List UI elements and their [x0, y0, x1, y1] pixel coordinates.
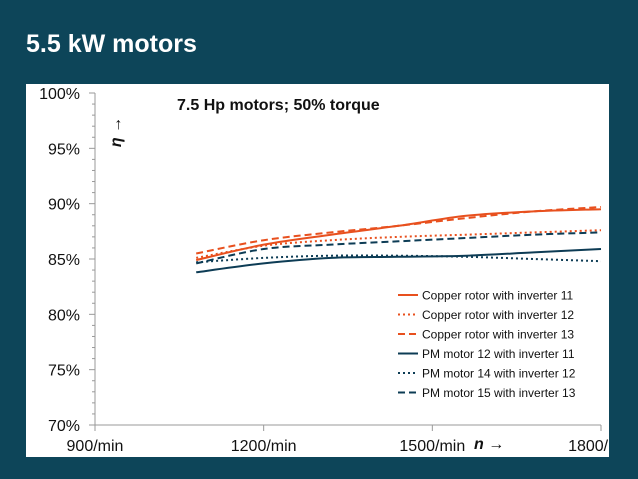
plot-lines	[195, 206, 602, 274]
y-tick-label: 100%	[39, 86, 80, 103]
legend: Copper rotor with inverter 11 Copper roto…	[398, 289, 576, 400]
chart-panel: 70% 75% 80% 85% 90% 95% 100% 900/min 1200/min 15…	[26, 84, 609, 457]
legend-label: PM motor 15 with inverter 13	[422, 386, 576, 400]
series-line-copper-rotor-with-inverter-13	[196, 206, 602, 255]
y-tick-label: 90%	[48, 197, 80, 214]
legend-label: Copper rotor with inverter 12	[422, 308, 574, 322]
legend-label: PM motor 12 with inverter 11	[422, 347, 575, 361]
slide-title: 5.5 kW motors	[26, 30, 197, 58]
y-tick-label: 75%	[48, 363, 80, 380]
series-line-pm-motor-12-with-inverter-11	[196, 248, 602, 274]
x-tick-label: 900/min	[67, 438, 124, 455]
y-tick-label: 80%	[48, 307, 80, 324]
y-axis-label: η →	[108, 117, 125, 147]
x-axis-label: n →	[474, 436, 504, 453]
y-axis: 70% 75% 80% 85% 90% 95% 100%	[39, 86, 95, 435]
efficiency-chart: 70% 75% 80% 85% 90% 95% 100% 900/min 1200/min 15…	[39, 86, 609, 455]
x-axis: 900/min 1200/min 1500/min 1800/min	[67, 425, 609, 455]
y-tick-label: 95%	[48, 141, 80, 158]
chart-title: 7.5 Hp motors; 50% torque	[177, 97, 380, 114]
legend-label: PM motor 14 with inverter 12	[422, 367, 576, 381]
y-tick-label: 85%	[48, 252, 80, 269]
series-line-pm-motor-15-with-inverter-13	[195, 231, 602, 265]
y-tick-label: 70%	[48, 418, 80, 435]
x-tick-label: 1800/min	[568, 438, 609, 455]
legend-label: Copper rotor with inverter 13	[422, 328, 574, 342]
x-tick-label: 1500/min	[399, 438, 465, 455]
x-tick-label: 1200/min	[231, 438, 297, 455]
legend-label: Copper rotor with inverter 11	[422, 289, 574, 303]
